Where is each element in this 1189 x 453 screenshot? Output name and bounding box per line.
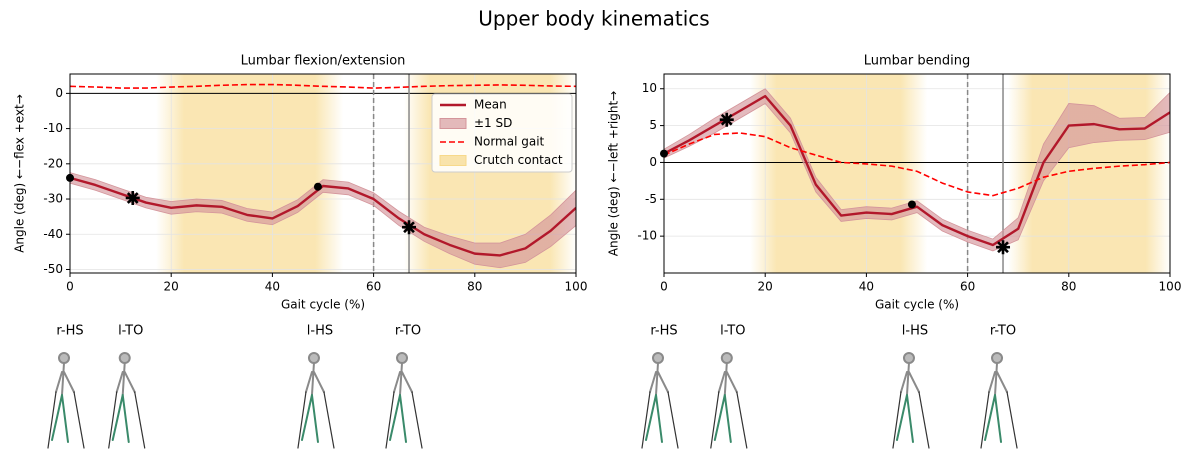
y-axis-label: Angle (deg) ←−left +right→ — [607, 91, 621, 256]
y-tick-label: 0 — [649, 155, 657, 169]
walker-figure — [47, 352, 85, 449]
walker-figure — [980, 352, 1018, 449]
x-tick-label: 60 — [366, 280, 381, 294]
y-tick-label: 10 — [642, 81, 657, 95]
event-dot — [313, 182, 322, 191]
x-tick-label: 80 — [467, 280, 482, 294]
event-label: r-TO — [990, 324, 1016, 339]
mean-line — [70, 176, 576, 257]
legend-swatch — [439, 118, 467, 129]
legend-label: Normal gait — [474, 135, 545, 149]
crutch-contact-region — [156, 74, 344, 273]
y-axis-label: Angle (deg) ←−flex +ext→ — [13, 94, 27, 253]
y-tick-label: -5 — [645, 192, 657, 206]
event-star — [402, 220, 417, 235]
walker-figure — [892, 352, 930, 449]
x-tick-label: 0 — [660, 280, 668, 294]
chart-title: Lumbar bending — [864, 54, 970, 69]
crutch-contact-region — [1008, 74, 1170, 273]
x-axis-label: Gait cycle (%) — [281, 298, 365, 312]
x-tick-label: 20 — [758, 280, 773, 294]
y-tick-label: -40 — [43, 227, 63, 241]
walker-figure — [297, 352, 335, 449]
walker-figure — [108, 352, 146, 449]
walker-figure — [385, 352, 423, 449]
y-tick-label: -50 — [43, 262, 63, 276]
walker-figure — [710, 352, 748, 449]
x-tick-label: 40 — [859, 280, 874, 294]
event-label: r-HS — [650, 324, 677, 339]
x-tick-label: 60 — [960, 280, 975, 294]
y-tick-label: -10 — [637, 229, 657, 243]
legend-box — [431, 93, 573, 173]
x-tick-label: 20 — [164, 280, 179, 294]
event-label: l-HS — [307, 324, 333, 339]
legend-label: Mean — [474, 98, 507, 112]
x-tick-label: 80 — [1061, 280, 1076, 294]
event-star — [996, 240, 1011, 255]
x-tick-label: 0 — [66, 280, 74, 294]
legend-swatch — [439, 155, 467, 166]
legend-label: ±1 SD — [474, 116, 512, 130]
y-tick-label: -30 — [43, 192, 63, 206]
event-label: l-HS — [902, 324, 928, 339]
x-tick-label: 100 — [565, 280, 588, 294]
mean-line — [664, 94, 1170, 247]
sd-band — [664, 88, 1170, 252]
y-tick-label: -10 — [43, 121, 63, 135]
event-star — [719, 112, 734, 127]
event-label: r-HS — [56, 324, 83, 339]
y-tick-label: 5 — [649, 118, 657, 132]
plot-area — [664, 74, 1170, 273]
x-tick-label: 40 — [265, 280, 280, 294]
normal-gait-line — [664, 132, 1170, 197]
event-label: r-TO — [395, 324, 421, 339]
y-tick-label: -20 — [43, 156, 63, 170]
walker-figure — [641, 352, 679, 449]
axes-frame — [663, 73, 1171, 274]
event-label: l-TO — [118, 324, 143, 339]
x-axis-label: Gait cycle (%) — [875, 298, 959, 312]
x-tick-label: 100 — [1159, 280, 1182, 294]
chart-title: Lumbar flexion/extension — [241, 54, 406, 69]
normal-gait-line — [70, 83, 576, 89]
event-dot — [907, 200, 916, 209]
event-label: l-TO — [720, 324, 745, 339]
legend-label: Crutch contact — [474, 153, 563, 167]
figure-title: Upper body kinematics — [478, 7, 709, 31]
event-star — [125, 190, 140, 205]
axes-frame — [69, 73, 577, 274]
y-tick-label: 0 — [55, 86, 63, 100]
